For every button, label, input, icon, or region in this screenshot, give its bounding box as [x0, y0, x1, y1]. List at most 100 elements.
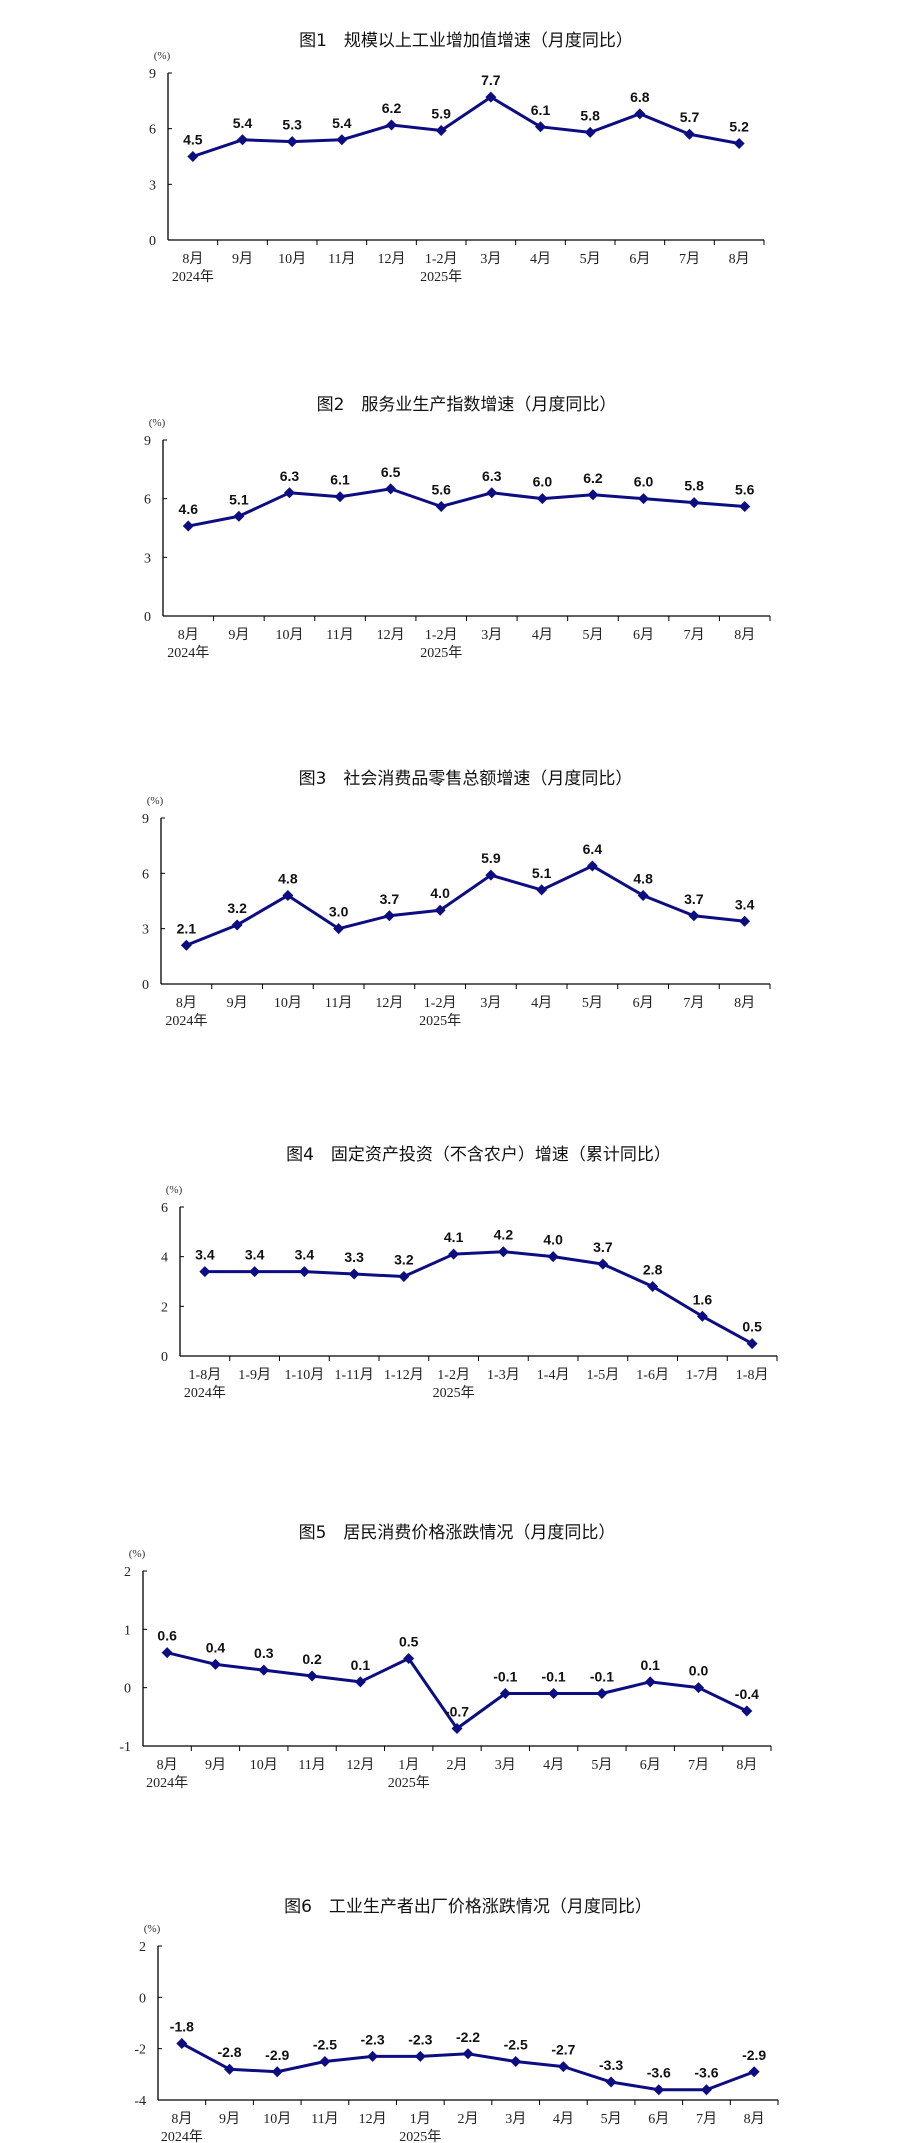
y-tick-label: 2 [124, 1565, 131, 1580]
y-tick-label: 9 [149, 67, 156, 82]
x-tick-label: 1-4月 [537, 1367, 570, 1383]
data-point [451, 1723, 463, 1734]
data-point [286, 136, 298, 148]
data-point [548, 1688, 560, 1699]
data-label: -2.3 [361, 2031, 385, 2047]
data-label: 6.8 [630, 89, 650, 105]
data-label: 3.2 [394, 1252, 414, 1268]
data-label: -3.3 [599, 2057, 623, 2073]
x-tick-label: 8月 [176, 995, 197, 1011]
y-axis-unit: (%) [147, 795, 164, 807]
data-label: 6.3 [280, 468, 300, 484]
x-tick-label: 9月 [205, 1757, 226, 1773]
y-tick-label: -1 [119, 1740, 131, 1755]
y-axis-unit: (%) [166, 1184, 183, 1196]
data-point [739, 500, 751, 512]
x-tick-label: 9月 [228, 627, 249, 643]
data-label: -2.9 [742, 2047, 766, 2063]
series-line [185, 864, 745, 947]
data-point [557, 2061, 569, 2073]
data-point [684, 128, 695, 140]
x-tick-label: 12月 [377, 627, 405, 643]
data-point [739, 915, 751, 927]
data-label: 5.4 [332, 115, 352, 131]
data-label: -0.1 [493, 1669, 517, 1685]
data-label: 4.5 [183, 132, 203, 148]
chart-title: 图5 居民消费价格涨跌情况（月度同比） [299, 1523, 616, 1543]
x-tick-label: 2月 [447, 1757, 468, 1773]
year-label: 2024年 [167, 645, 209, 661]
y-tick-label: 6 [149, 123, 156, 138]
x-tick-label: 5月 [601, 2111, 622, 2127]
data-point [587, 489, 599, 501]
x-tick-label: 1月 [398, 1757, 419, 1773]
data-point [231, 919, 243, 931]
data-label: 5.6 [431, 481, 451, 497]
data-label: -0.4 [735, 1686, 759, 1702]
data-point [748, 2066, 760, 2078]
x-tick-label: 12月 [359, 2111, 387, 2127]
chart-title: 图1 规模以上工业增加值增速（月度同比） [299, 31, 633, 51]
data-label: 3.7 [593, 1239, 613, 1255]
data-point [693, 1682, 705, 1694]
data-label: 6.0 [634, 474, 654, 490]
year-label: 2024年 [165, 1013, 207, 1029]
x-tick-label: 7月 [683, 995, 704, 1011]
data-label: 5.8 [684, 478, 704, 494]
data-point [653, 2084, 665, 2096]
data-label: 5.8 [580, 107, 600, 123]
x-tick-label: 4月 [543, 1757, 564, 1773]
x-tick-label: 5月 [582, 995, 603, 1011]
year-label: 2025年 [420, 645, 462, 661]
data-label: -3.6 [694, 2065, 718, 2081]
data-point [187, 151, 199, 162]
data-point [510, 2056, 522, 2067]
y-axis-unit: (%) [154, 50, 171, 62]
data-label: 0.4 [206, 1639, 226, 1655]
data-point [298, 1266, 310, 1278]
data-point [741, 1705, 753, 1717]
data-label: 1.6 [693, 1291, 713, 1307]
data-label: 5.6 [735, 481, 755, 497]
year-label: 2024年 [161, 2129, 203, 2143]
y-tick-label: 0 [142, 978, 149, 993]
data-point [696, 1310, 708, 1322]
data-point [597, 1258, 609, 1270]
data-point [367, 2050, 379, 2062]
x-tick-label: 12月 [375, 995, 403, 1011]
chart-2: 图2 服务业生产指数增速（月度同比） (%) 0 3 6 9 8月 9月 10月 11月 12月 1-… [144, 395, 771, 661]
x-tick-label: 6月 [633, 995, 654, 1011]
x-tick-label: 1-11月 [335, 1367, 374, 1383]
data-point [746, 1338, 758, 1350]
y-tick-label: 6 [144, 493, 151, 508]
data-point [237, 134, 248, 146]
data-label: 0.2 [302, 1651, 322, 1667]
data-label: 5.9 [431, 106, 451, 122]
data-label: 3.2 [227, 900, 247, 916]
data-point [605, 2076, 617, 2088]
data-label: -1.8 [170, 2019, 194, 2035]
data-label: 2.8 [643, 1261, 663, 1277]
y-axis-unit: (%) [129, 1548, 146, 1560]
data-label: 6.4 [583, 841, 603, 857]
x-tick-label: 8月 [734, 627, 755, 643]
y-tick-label: -4 [134, 2094, 146, 2109]
data-point [224, 2063, 236, 2075]
y-tick-label: 6 [161, 1201, 168, 1216]
x-tick-label: 11月 [326, 627, 353, 643]
x-tick-label: 11月 [311, 2111, 338, 2127]
data-point [319, 2056, 331, 2067]
data-label: 0.5 [399, 1634, 419, 1650]
x-tick-label: 1-9月 [238, 1367, 271, 1383]
y-tick-label: -2 [134, 2043, 146, 2058]
data-label: 5.3 [282, 117, 302, 133]
year-label: 2025年 [419, 1013, 461, 1029]
chart-title: 图6 工业生产者出厂价格涨跌情况（月度同比） [284, 1897, 652, 1917]
data-label: 4.1 [444, 1229, 464, 1245]
y-tick-label: 9 [144, 434, 151, 449]
chart-title: 图4 固定资产投资（不含农户）增速（累计同比） [286, 1145, 671, 1165]
data-point [180, 939, 192, 951]
x-tick-label: 7月 [696, 2111, 717, 2127]
x-tick-label: 8月 [734, 995, 755, 1011]
data-label: 5.1 [229, 491, 249, 507]
